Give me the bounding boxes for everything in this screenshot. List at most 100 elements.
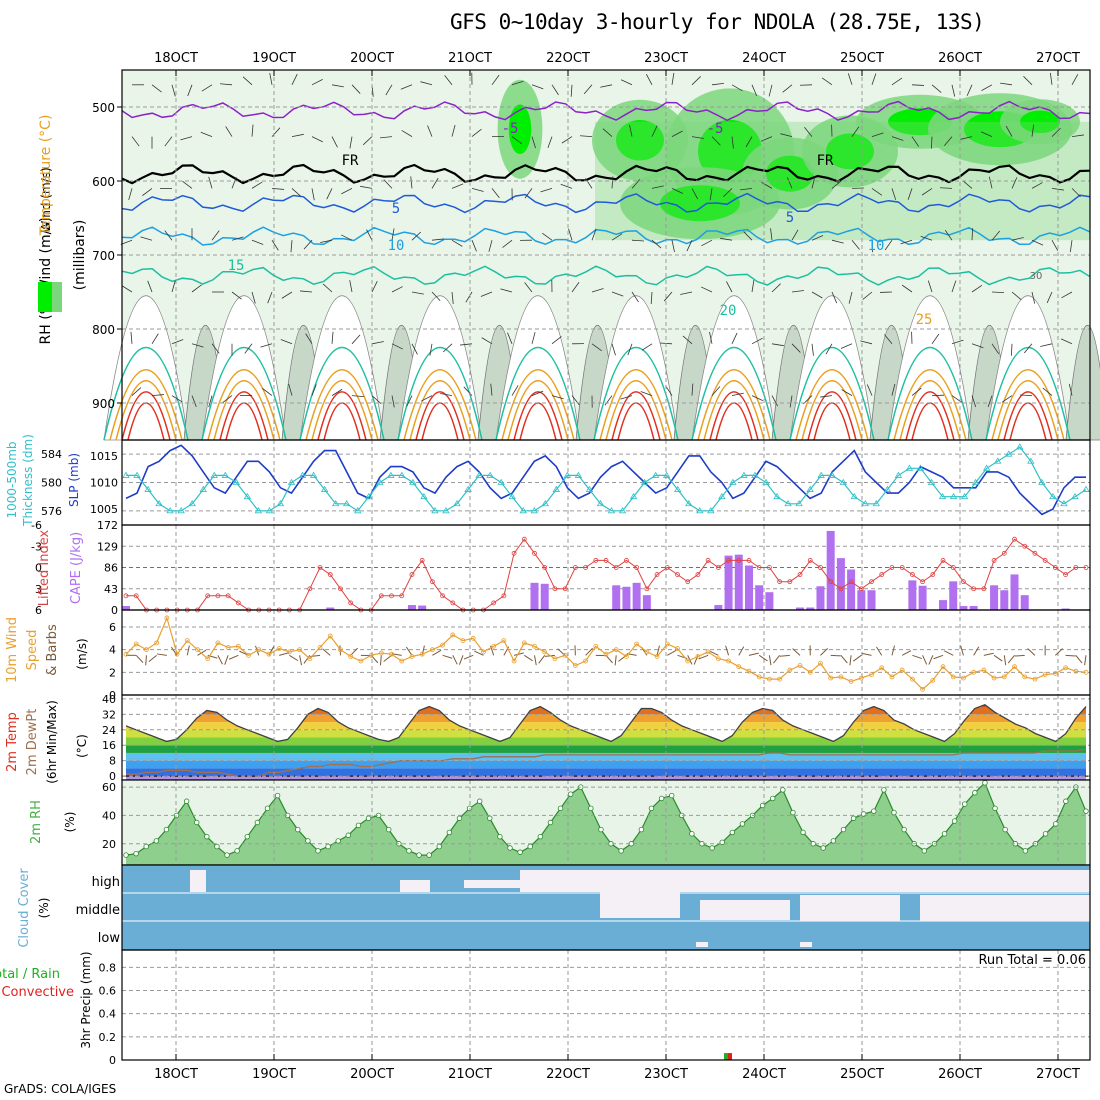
lifted-index-point bbox=[133, 593, 139, 599]
wind-barb-10m bbox=[1055, 648, 1064, 656]
ytick-lifted-index: -3 bbox=[31, 540, 42, 553]
wind-barb-shaft bbox=[271, 239, 279, 251]
thickness-point bbox=[320, 485, 329, 492]
cape-bar bbox=[857, 590, 866, 610]
wind-barb bbox=[1049, 72, 1053, 85]
wind-speed-point bbox=[777, 676, 783, 682]
rh2m-point bbox=[1002, 826, 1008, 833]
lifted-index-point bbox=[583, 565, 588, 570]
wind-barb-shaft bbox=[780, 133, 793, 137]
cape-bar bbox=[632, 582, 641, 610]
thickness-point bbox=[243, 492, 252, 500]
wind-barb bbox=[831, 291, 838, 304]
rh2m-point bbox=[729, 829, 736, 836]
wind-barb-shaft bbox=[771, 283, 781, 293]
thickness-point bbox=[651, 471, 660, 478]
cape-bar bbox=[122, 606, 130, 610]
warm-contour bbox=[507, 380, 569, 441]
cloud-row-label: low bbox=[98, 931, 121, 946]
wind-barb-shaft bbox=[1051, 240, 1059, 251]
wind-barb bbox=[1001, 395, 1013, 403]
wind-speed-point bbox=[1073, 668, 1079, 674]
rh2m-point bbox=[153, 838, 160, 844]
wind-barb-shaft bbox=[571, 282, 580, 293]
wind-barb bbox=[711, 386, 721, 396]
wind-barb bbox=[651, 125, 658, 137]
wind-barb-shaft bbox=[507, 332, 513, 344]
wind-speed-point bbox=[930, 677, 936, 683]
wind-barb-shaft bbox=[391, 228, 395, 241]
wind-speed-point bbox=[869, 672, 874, 677]
wind-barb-shaft bbox=[891, 188, 897, 200]
lifted-index-point bbox=[797, 572, 803, 577]
wind-barb bbox=[671, 72, 675, 85]
moist-column bbox=[1065, 324, 1100, 441]
wind-barb-shaft bbox=[531, 332, 536, 344]
wind-barb-shaft bbox=[311, 384, 317, 396]
rh2m-point bbox=[830, 838, 837, 844]
wind-barb bbox=[851, 239, 860, 250]
wind-barb-shaft bbox=[191, 284, 202, 293]
ytick-temp: 0 bbox=[109, 770, 116, 783]
wind-speed-point bbox=[950, 674, 956, 680]
thickness-point bbox=[298, 471, 307, 478]
thickness-point bbox=[729, 478, 737, 485]
wind-barb bbox=[1068, 383, 1073, 396]
wind-barb-shaft bbox=[646, 74, 653, 85]
thickness-point bbox=[276, 499, 285, 507]
wind-barb-shaft bbox=[931, 84, 942, 93]
cape-bar bbox=[530, 582, 539, 610]
cloud-clear-block bbox=[850, 870, 1090, 892]
run-total: Run Total = 0.06 bbox=[978, 953, 1086, 968]
cape-bar bbox=[540, 583, 549, 610]
wind-barb-shaft bbox=[811, 291, 823, 299]
wind-barb bbox=[362, 136, 373, 146]
wind-barb-shaft bbox=[900, 239, 913, 245]
label-temperature: Temperature (°C) bbox=[38, 115, 54, 237]
wind-barb bbox=[429, 343, 433, 356]
thickness-point bbox=[221, 471, 230, 478]
wind-barb-shaft bbox=[151, 333, 159, 345]
wind-barb-shaft bbox=[1023, 343, 1033, 354]
wind-barb-10m bbox=[768, 655, 772, 666]
wind-barb-10m bbox=[614, 655, 617, 666]
wind-barb-10m bbox=[852, 654, 862, 662]
wind-speed-point bbox=[419, 651, 425, 657]
wind-barb-shaft bbox=[611, 343, 616, 356]
wind-barb bbox=[451, 291, 454, 304]
lifted-index-point bbox=[624, 558, 629, 563]
wind-barb-10m bbox=[933, 654, 944, 660]
wind-barb-shaft bbox=[791, 290, 804, 293]
wind-barb-shaft bbox=[971, 284, 983, 293]
wind-barb bbox=[200, 131, 213, 137]
wind-barb bbox=[311, 136, 323, 143]
thickness-point bbox=[585, 485, 594, 492]
wind-barb bbox=[151, 84, 162, 93]
wind-barb-10m bbox=[983, 652, 994, 656]
wind-barb-shaft bbox=[251, 239, 264, 245]
lifted-index-point bbox=[378, 593, 384, 599]
wind-barb-shaft bbox=[421, 395, 433, 402]
wind-barb-shaft bbox=[349, 136, 353, 149]
wind-barb-shaft bbox=[410, 176, 413, 189]
temp-band bbox=[126, 760, 1086, 769]
thickness-point bbox=[133, 471, 141, 478]
rh2m-point bbox=[365, 815, 372, 821]
thickness-point bbox=[938, 492, 947, 500]
isotherm-4 bbox=[121, 265, 1091, 286]
wind-barb-shaft bbox=[980, 131, 993, 137]
wind-barb-shaft bbox=[411, 343, 418, 355]
wind-barb bbox=[366, 229, 373, 241]
rh2m-point bbox=[537, 833, 544, 840]
wind-barb-shaft bbox=[251, 124, 254, 137]
wind-barb bbox=[551, 336, 562, 345]
wind-barb-10m bbox=[186, 645, 190, 656]
cape-bar bbox=[724, 555, 733, 610]
rh2m-point bbox=[133, 850, 139, 857]
lifted-index-point bbox=[440, 593, 445, 599]
wind-barb-shaft bbox=[291, 133, 304, 137]
wind-barb bbox=[1011, 237, 1024, 241]
lifted-index-point bbox=[399, 593, 405, 599]
wind-barb-shaft bbox=[591, 288, 604, 293]
wind-barb bbox=[871, 73, 877, 85]
